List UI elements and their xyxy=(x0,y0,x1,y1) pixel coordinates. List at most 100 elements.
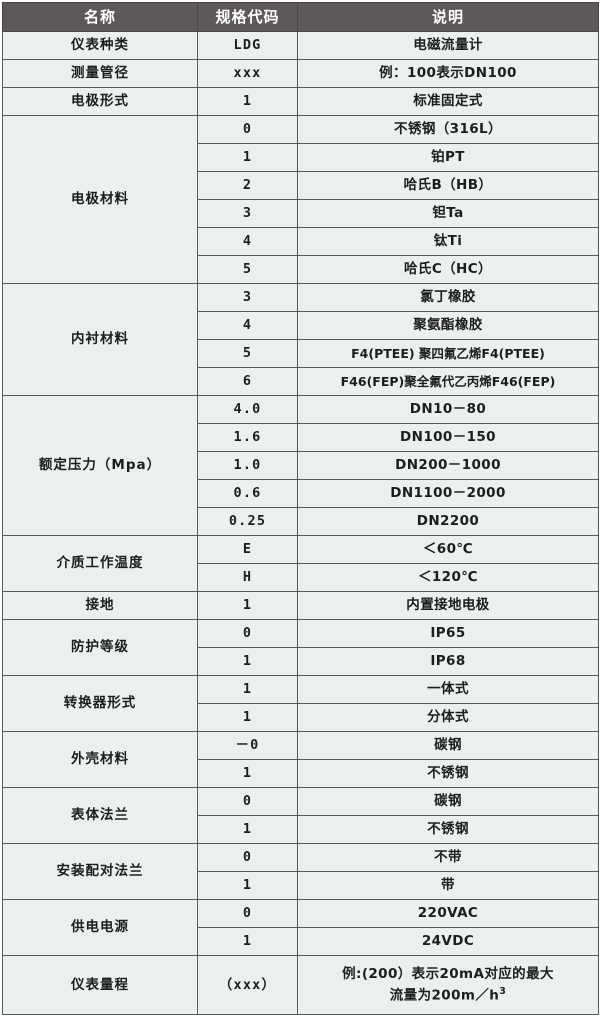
table-row: 电极材料 0 不锈钢（316L） xyxy=(2,115,599,284)
spec-code-cell: 4 xyxy=(197,311,298,340)
description-cell: 内置接地电极 xyxy=(297,591,599,620)
spec-code-cell: 0 xyxy=(197,843,298,872)
spec-code-cell: 1 xyxy=(197,591,298,620)
description-cell: 碳钢 xyxy=(297,731,599,760)
table-row: 外壳材料 －0 碳钢 xyxy=(2,731,599,788)
table-row: 1.6 DN100－150 xyxy=(3,423,599,452)
description-cell: F46(FEP)聚全氟代乙丙烯F46(FEP) xyxy=(297,367,599,396)
description-cell: 带 xyxy=(297,871,599,900)
description-cell: 例：100表示DN100 xyxy=(297,59,599,88)
row-name-cell: 表体法兰 xyxy=(2,787,198,844)
table-row: 供电电源 0 220VAC xyxy=(2,899,599,956)
spec-code-cell: 0 xyxy=(197,115,298,144)
table-row: 电极形式 1 标准固定式 xyxy=(2,87,599,116)
table-row: 4 钛Ti xyxy=(3,227,599,256)
table-header: 名称 规格代码 说明 xyxy=(2,2,599,32)
table-row: 仪表种类 LDG 电磁流量计 xyxy=(2,31,599,60)
table-row: 1 铂PT xyxy=(3,143,599,172)
description-cell: 例:(200）表示20mA对应的最大流量为200m／h3 xyxy=(297,955,599,1015)
row-name-cell: 安装配对法兰 xyxy=(2,843,198,900)
row-name-cell: 接地 xyxy=(2,591,198,620)
description-cell: 24VDC xyxy=(297,927,599,956)
description-line-2-text: 流量为200m／h xyxy=(389,987,500,1004)
spec-code-cell: 4.0 xyxy=(197,395,298,424)
description-cell: DN2200 xyxy=(297,507,599,536)
table-row: 5 哈氏C（HC） xyxy=(3,255,599,284)
row-name-cell: 仪表种类 xyxy=(2,31,198,60)
table-row: 6 F46(FEP)聚全氟代乙丙烯F46(FEP) xyxy=(3,367,599,396)
description-cell: 铂PT xyxy=(297,143,599,172)
table-row: 0.25 DN2200 xyxy=(3,507,599,536)
spec-code-cell: －0 xyxy=(197,731,298,760)
column-header-name: 名称 xyxy=(2,2,198,32)
description-cell: 不锈钢（316L） xyxy=(297,115,599,144)
spec-code-cell: 1 xyxy=(197,143,298,172)
spec-code-cell: 0 xyxy=(197,619,298,648)
table-row: 1.0 DN200－1000 xyxy=(3,451,599,480)
row-name-cell: 电极形式 xyxy=(2,87,198,116)
row-name-cell: 防护等级 xyxy=(2,619,198,676)
description-cell: ＜60℃ xyxy=(297,535,599,564)
table-row: 介质工作温度 E ＜60℃ xyxy=(2,535,599,592)
spec-code-cell: 1 xyxy=(197,759,298,788)
row-name-cell: 额定压力（Mpa） xyxy=(2,395,198,536)
description-cell: DN200－1000 xyxy=(297,451,599,480)
description-cell: 分体式 xyxy=(297,703,599,732)
description-cell: 钽Ta xyxy=(297,199,599,228)
description-cell: F4(PTEE) 聚四氟乙烯F4(PTEE) xyxy=(297,339,599,368)
description-cell: ＜120℃ xyxy=(297,563,599,592)
description-cell: 标准固定式 xyxy=(297,87,599,116)
description-cell: 氯丁橡胶 xyxy=(297,283,599,312)
table-row: 1 IP68 xyxy=(3,647,599,676)
row-name-cell: 供电电源 xyxy=(2,899,198,956)
spec-code-cell: （xxx） xyxy=(197,955,298,1015)
description-cell: 电磁流量计 xyxy=(297,31,599,60)
spec-code-cell: 1.0 xyxy=(197,451,298,480)
spec-code-cell: 6 xyxy=(197,367,298,396)
table-row: 额定压力（Mpa） 4.0 DN10－80 xyxy=(2,395,599,536)
description-cell: DN10－80 xyxy=(297,395,599,424)
spec-code-cell: 1 xyxy=(197,675,298,704)
table-row: 1 分体式 xyxy=(3,703,599,732)
table-row: 安装配对法兰 0 不带 xyxy=(2,843,599,900)
column-header-spec-code: 规格代码 xyxy=(197,2,298,32)
spec-code-cell: 0.25 xyxy=(197,507,298,536)
spec-code-cell: 1 xyxy=(197,927,298,956)
row-name-cell: 介质工作温度 xyxy=(2,535,198,592)
description-cell: 不锈钢 xyxy=(297,759,599,788)
row-name-cell: 仪表量程 xyxy=(2,955,198,1015)
spec-code-cell: 3 xyxy=(197,199,298,228)
description-cell: 钛Ti xyxy=(297,227,599,256)
spec-code-cell: 1.6 xyxy=(197,423,298,452)
spec-code-cell: 0 xyxy=(197,899,298,928)
spec-code-cell: 0.6 xyxy=(197,479,298,508)
table-row: 1 不锈钢 xyxy=(3,759,599,788)
table-row: 防护等级 0 IP65 xyxy=(2,619,599,676)
description-line-1: 例:(200）表示20mA对应的最大 xyxy=(342,965,554,982)
spec-code-cell: 1 xyxy=(197,703,298,732)
spec-code-cell: xxx xyxy=(197,59,298,88)
spec-code-cell: 1 xyxy=(197,815,298,844)
table-row: 测量管径 xxx 例：100表示DN100 xyxy=(2,59,599,88)
description-cell: 220VAC xyxy=(297,899,599,928)
spec-code-cell: 4 xyxy=(197,227,298,256)
row-name-cell: 外壳材料 xyxy=(2,731,198,788)
spec-code-cell: 1 xyxy=(197,87,298,116)
spec-code-cell: E xyxy=(197,535,298,564)
spec-code-cell: 5 xyxy=(197,255,298,284)
table-header-row: 名称 规格代码 说明 xyxy=(2,2,599,32)
description-cell: 不锈钢 xyxy=(297,815,599,844)
table-row: 表体法兰 0 碳钢 xyxy=(2,787,599,844)
table-row: 接地 1 内置接地电极 xyxy=(2,591,599,620)
table-row: 仪表量程 （xxx） 例:(200）表示20mA对应的最大 流量为200m／h3 xyxy=(2,955,599,1015)
spec-code-cell: LDG xyxy=(197,31,298,60)
description-line-2: 流量为200m／h3 xyxy=(298,985,598,1006)
description-cell: 一体式 xyxy=(297,675,599,704)
row-name-cell: 内衬材料 xyxy=(2,283,198,396)
row-name-cell: 电极材料 xyxy=(2,115,198,284)
spec-code-cell: 3 xyxy=(197,283,298,312)
description-line-2-superscript: 3 xyxy=(499,985,507,997)
description-cell: DN1100－2000 xyxy=(297,479,599,508)
